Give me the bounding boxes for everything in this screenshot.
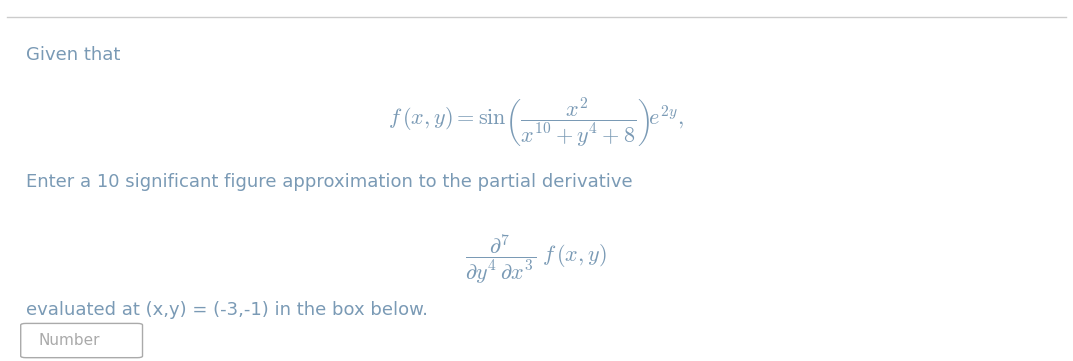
Text: $\dfrac{\partial^7}{\partial y^4\,\partial x^3}\;f\,(x,y)$: $\dfrac{\partial^7}{\partial y^4\,\parti… (466, 232, 607, 286)
FancyBboxPatch shape (20, 323, 143, 358)
Text: Number: Number (39, 333, 100, 348)
Text: Enter a 10 significant figure approximation to the partial derivative: Enter a 10 significant figure approximat… (26, 173, 633, 191)
Text: Given that: Given that (26, 46, 120, 64)
Text: $f\,(x,y) = \sin\!\left(\dfrac{x^2}{x^{10}+y^4+8}\right)\!e^{2y},$: $f\,(x,y) = \sin\!\left(\dfrac{x^2}{x^{1… (388, 95, 685, 149)
Text: evaluated at (x,y) = (-3,-1) in the box below.: evaluated at (x,y) = (-3,-1) in the box … (26, 301, 428, 318)
